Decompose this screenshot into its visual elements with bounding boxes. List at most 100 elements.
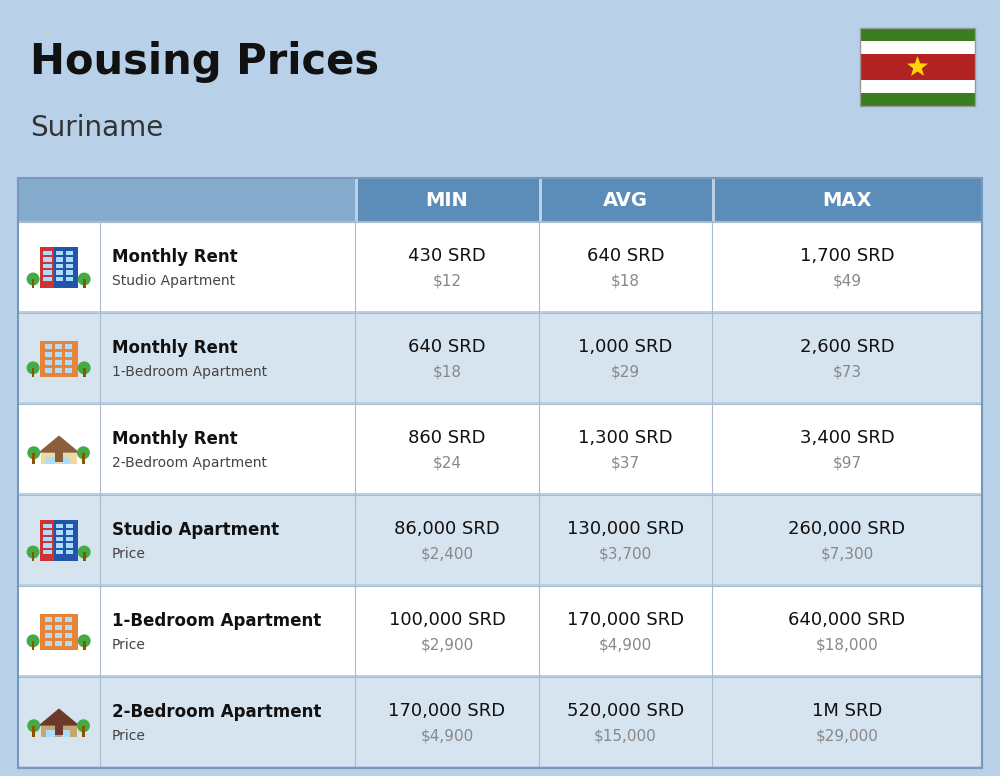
Bar	[32, 368, 34, 376]
Bar	[45, 360, 52, 365]
Text: 860 SRD: 860 SRD	[408, 428, 486, 447]
Bar	[66, 277, 73, 281]
Text: Monthly Rent: Monthly Rent	[112, 430, 238, 448]
Text: 2-Bedroom Apartment: 2-Bedroom Apartment	[112, 456, 267, 470]
Text: $7,300: $7,300	[820, 546, 874, 562]
Circle shape	[27, 719, 40, 733]
Bar	[55, 452, 63, 462]
Text: $18: $18	[432, 365, 461, 379]
Bar	[41, 452, 77, 464]
Text: 640,000 SRD: 640,000 SRD	[788, 611, 906, 629]
Bar	[55, 352, 62, 357]
Text: $29: $29	[611, 365, 640, 379]
Bar	[18, 404, 982, 493]
Circle shape	[77, 446, 90, 459]
Text: $18,000: $18,000	[816, 638, 878, 653]
Bar	[542, 178, 712, 222]
Text: $73: $73	[832, 365, 862, 379]
Bar	[66, 537, 73, 541]
Bar	[66, 258, 73, 262]
Text: $3,700: $3,700	[599, 546, 652, 562]
Bar	[43, 543, 52, 548]
Text: 520,000 SRD: 520,000 SRD	[567, 702, 684, 719]
Bar	[56, 270, 63, 275]
Text: 1M SRD: 1M SRD	[812, 702, 882, 719]
Bar	[56, 531, 63, 535]
Bar	[43, 270, 52, 275]
Text: $37: $37	[611, 456, 640, 471]
Text: 2-Bedroom Apartment: 2-Bedroom Apartment	[112, 702, 321, 721]
Text: MIN: MIN	[426, 190, 468, 210]
Circle shape	[27, 272, 40, 286]
Text: 170,000 SRD: 170,000 SRD	[567, 611, 684, 629]
Text: 1,700 SRD: 1,700 SRD	[800, 247, 894, 265]
Circle shape	[27, 446, 40, 459]
Bar	[65, 368, 72, 373]
Bar	[82, 726, 85, 736]
Circle shape	[77, 719, 90, 733]
Text: $18: $18	[611, 274, 640, 289]
Text: Studio Apartment: Studio Apartment	[112, 521, 279, 539]
Text: 1,300 SRD: 1,300 SRD	[578, 428, 673, 447]
Bar	[18, 495, 982, 584]
Bar	[43, 251, 52, 255]
Bar	[83, 279, 86, 288]
Bar	[43, 537, 52, 541]
Text: $97: $97	[832, 456, 862, 471]
Bar	[65, 633, 72, 638]
Bar	[860, 28, 975, 41]
Bar	[55, 617, 62, 622]
Circle shape	[78, 635, 91, 647]
Text: 640 SRD: 640 SRD	[408, 338, 486, 355]
Text: Price: Price	[112, 729, 146, 743]
Bar	[65, 344, 72, 349]
Bar	[56, 251, 63, 255]
Bar	[45, 641, 52, 646]
Bar	[18, 178, 355, 222]
Bar	[32, 452, 35, 463]
Text: 430 SRD: 430 SRD	[408, 247, 486, 265]
Text: 2,600 SRD: 2,600 SRD	[800, 338, 894, 355]
Text: Price: Price	[112, 638, 146, 652]
Bar	[46, 457, 55, 464]
Bar	[66, 264, 73, 268]
Bar	[40, 341, 78, 376]
Text: Monthly Rent: Monthly Rent	[112, 338, 238, 357]
Text: AVG: AVG	[603, 190, 648, 210]
Bar	[860, 28, 975, 106]
Bar	[65, 617, 72, 622]
Bar	[45, 633, 52, 638]
Bar	[45, 625, 52, 630]
Bar	[43, 524, 52, 528]
Bar	[43, 531, 52, 535]
Bar	[40, 614, 78, 650]
Bar	[83, 552, 86, 560]
Bar	[32, 726, 35, 736]
Circle shape	[27, 362, 40, 374]
Bar	[56, 264, 63, 268]
Bar	[18, 178, 982, 768]
Bar	[54, 248, 78, 288]
Bar	[66, 531, 73, 535]
Bar	[55, 344, 62, 349]
Circle shape	[78, 272, 91, 286]
Text: 3,400 SRD: 3,400 SRD	[800, 428, 894, 447]
Text: $2,900: $2,900	[420, 638, 474, 653]
Bar	[66, 524, 73, 528]
Bar	[66, 550, 73, 554]
Text: $29,000: $29,000	[816, 729, 878, 743]
Bar	[18, 677, 982, 766]
Bar	[860, 54, 975, 80]
Bar	[62, 730, 70, 737]
Bar	[45, 368, 52, 373]
Text: Monthly Rent: Monthly Rent	[112, 248, 238, 265]
Text: 86,000 SRD: 86,000 SRD	[394, 520, 500, 538]
Text: $49: $49	[832, 274, 862, 289]
Polygon shape	[38, 435, 80, 452]
Bar	[65, 352, 72, 357]
Bar	[45, 617, 52, 622]
Bar	[18, 586, 982, 675]
Bar	[45, 352, 52, 357]
Bar	[55, 625, 62, 630]
Bar	[55, 368, 62, 373]
